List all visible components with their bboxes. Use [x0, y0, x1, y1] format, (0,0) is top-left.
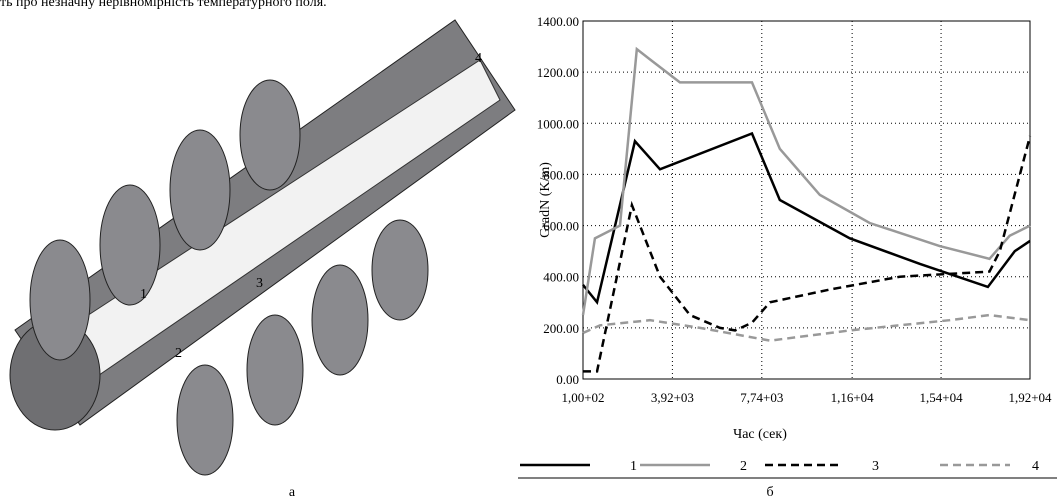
legend-label: 3: [872, 459, 879, 474]
callout: 3: [256, 276, 263, 291]
caption-top: ть про незначну нерівномірність температ…: [0, 0, 327, 10]
x-axis-label: Час (сек): [733, 427, 787, 442]
series-line: [581, 46, 1031, 316]
y-axis-label: GradN (K/m): [538, 162, 553, 238]
part-label: а: [289, 485, 296, 500]
part-label: б: [766, 485, 773, 500]
y-tick-label: 1200.00: [537, 65, 579, 80]
legend-label: 2: [740, 459, 747, 474]
x-tick-label: 1,92+04: [1008, 390, 1052, 405]
x-tick-label: 1,00+02: [561, 390, 604, 405]
y-tick-label: 600.00: [543, 219, 579, 234]
x-tick-label: 1,16+04: [831, 390, 875, 405]
x-tick-label: 3,92+03: [651, 390, 694, 405]
y-tick-label: 1000.00: [537, 116, 579, 131]
legend-label: 4: [1032, 459, 1039, 474]
y-tick-label: 0.00: [556, 372, 579, 387]
plot-frame: [582, 20, 1031, 380]
callout: 4: [475, 51, 482, 66]
series-line: [582, 131, 1031, 306]
y-tick-label: 800.00: [543, 167, 579, 182]
rotor-illustration: [9, 19, 516, 476]
series-line: [583, 135, 1032, 373]
callout: 2: [175, 346, 182, 361]
legend-label: 1: [630, 459, 637, 474]
y-tick-label: 400.00: [543, 270, 579, 285]
y-tick-label: 1400.00: [537, 14, 579, 29]
series-line: [582, 313, 1031, 342]
x-tick-label: 7,74+03: [740, 390, 783, 405]
y-tick-label: 200.00: [543, 321, 579, 336]
x-tick-label: 1,54+04: [920, 390, 964, 405]
callout: 1: [140, 287, 147, 302]
